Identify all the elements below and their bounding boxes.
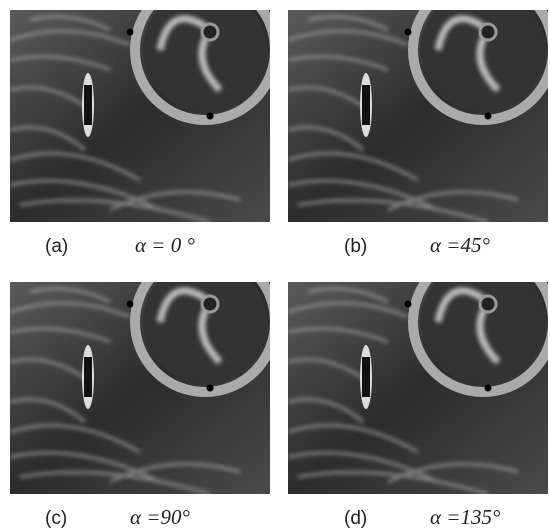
photo [10,0,275,222]
panel-caption: α =45° [430,233,490,257]
panel-caption: α =90° [130,505,190,529]
photo [10,252,275,494]
photo [288,0,550,222]
panel-label: (b) [344,236,367,257]
photo [288,252,550,494]
panel-label: (a) [45,236,68,257]
panel-caption: α =135° [430,505,501,529]
panel-label: (d) [344,508,367,529]
panel-label: (c) [45,508,67,529]
panel-caption: α = 0 ° [135,233,195,257]
